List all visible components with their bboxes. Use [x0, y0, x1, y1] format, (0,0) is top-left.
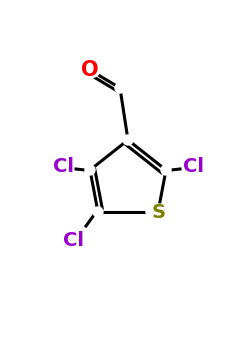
Ellipse shape [80, 62, 100, 78]
Text: Cl: Cl [64, 231, 84, 250]
Ellipse shape [123, 135, 133, 145]
Ellipse shape [161, 165, 171, 175]
Ellipse shape [85, 165, 95, 175]
Ellipse shape [115, 83, 125, 93]
Text: O: O [81, 60, 99, 80]
Text: Cl: Cl [54, 158, 74, 176]
Ellipse shape [93, 207, 103, 217]
Ellipse shape [146, 204, 170, 220]
Text: S: S [152, 203, 166, 222]
Text: Cl: Cl [184, 158, 204, 176]
